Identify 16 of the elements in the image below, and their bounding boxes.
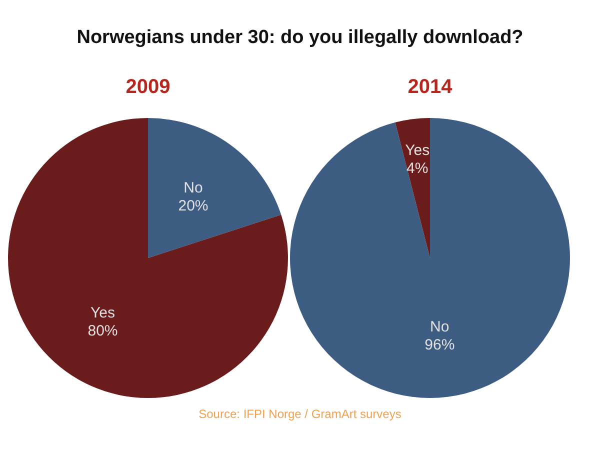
chart-title: 2009 bbox=[126, 76, 170, 98]
slice-label: No bbox=[430, 318, 450, 336]
data-label: 80% bbox=[88, 322, 118, 340]
data-label: 4% bbox=[406, 160, 428, 177]
pie-slice bbox=[290, 118, 570, 398]
chart-title: 2014 bbox=[408, 76, 454, 98]
pie-slice bbox=[395, 118, 430, 258]
data-label: 20% bbox=[178, 198, 208, 215]
slice-label: Yes bbox=[90, 304, 115, 322]
slice-label: No bbox=[184, 180, 203, 197]
pie-slice bbox=[148, 118, 282, 258]
text: Norwegians under 30: do you illegally download? bbox=[76, 27, 524, 48]
data-label: 96% bbox=[424, 336, 455, 354]
pie-slice bbox=[8, 118, 288, 398]
source-note: Source: IFPI Norge / GramArt surveys bbox=[198, 407, 402, 421]
slice-label: Yes bbox=[405, 142, 430, 159]
